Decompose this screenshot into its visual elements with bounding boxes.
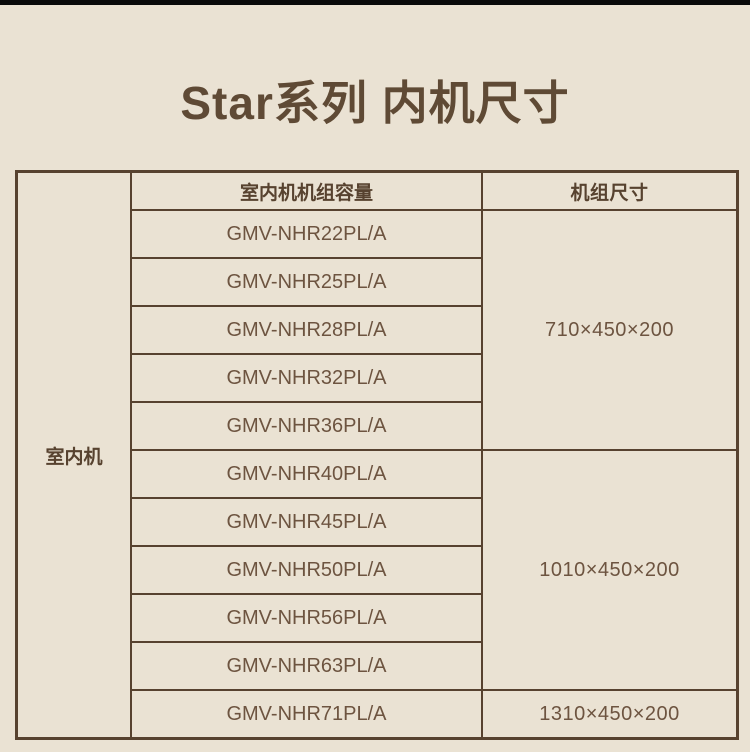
- table-row: GMV-NHR28PL/A: [17, 305, 738, 355]
- model-cell: GMV-NHR45PL/A: [130, 497, 483, 547]
- model-cell: GMV-NHR25PL/A: [130, 257, 483, 307]
- table-header-row: 室内机 室内机机组容量 机组尺寸: [15, 170, 739, 740]
- model-cell: GMV-NHR32PL/A: [130, 353, 483, 403]
- table-row: GMV-NHR45PL/A: [17, 497, 738, 547]
- column-header-capacity: 室内机机组容量: [130, 170, 483, 211]
- model-cell: GMV-NHR63PL/A: [130, 641, 483, 691]
- model-cell: GMV-NHR22PL/A: [130, 209, 483, 259]
- table-row: GMV-NHR36PL/A: [17, 401, 738, 451]
- table-row: GMV-NHR40PL/A 1010×450×200: [17, 449, 739, 691]
- dimension-cell: 1310×450×200: [481, 689, 739, 740]
- model-cell: GMV-NHR36PL/A: [130, 401, 483, 451]
- dimension-cell: 710×450×200: [481, 209, 739, 451]
- column-header-dimension: 机组尺寸: [481, 170, 739, 211]
- model-cell: GMV-NHR71PL/A: [130, 689, 483, 740]
- table-row: GMV-NHR71PL/A 1310×450×200: [17, 689, 739, 740]
- dimension-cell: 1010×450×200: [481, 449, 739, 691]
- model-cell: GMV-NHR56PL/A: [130, 593, 483, 643]
- table-row: GMV-NHR22PL/A 710×450×200: [17, 209, 739, 451]
- indoor-unit-dimensions-table: 室内机 室内机机组容量 机组尺寸 GMV-NHR22PL/A 710×450×2…: [15, 170, 739, 740]
- table-row: GMV-NHR25PL/A: [17, 257, 738, 307]
- table-row: GMV-NHR56PL/A: [17, 593, 738, 643]
- table-row: GMV-NHR63PL/A: [17, 641, 738, 691]
- table-row: GMV-NHR32PL/A: [17, 353, 738, 403]
- table-row: GMV-NHR50PL/A: [17, 545, 738, 595]
- model-cell: GMV-NHR50PL/A: [130, 545, 483, 595]
- row-group-label: 室内机: [15, 170, 132, 740]
- model-cell: GMV-NHR28PL/A: [130, 305, 483, 355]
- top-black-bar: [0, 0, 750, 5]
- page-title: Star系列 内机尺寸: [180, 77, 570, 129]
- model-cell: GMV-NHR40PL/A: [130, 449, 483, 499]
